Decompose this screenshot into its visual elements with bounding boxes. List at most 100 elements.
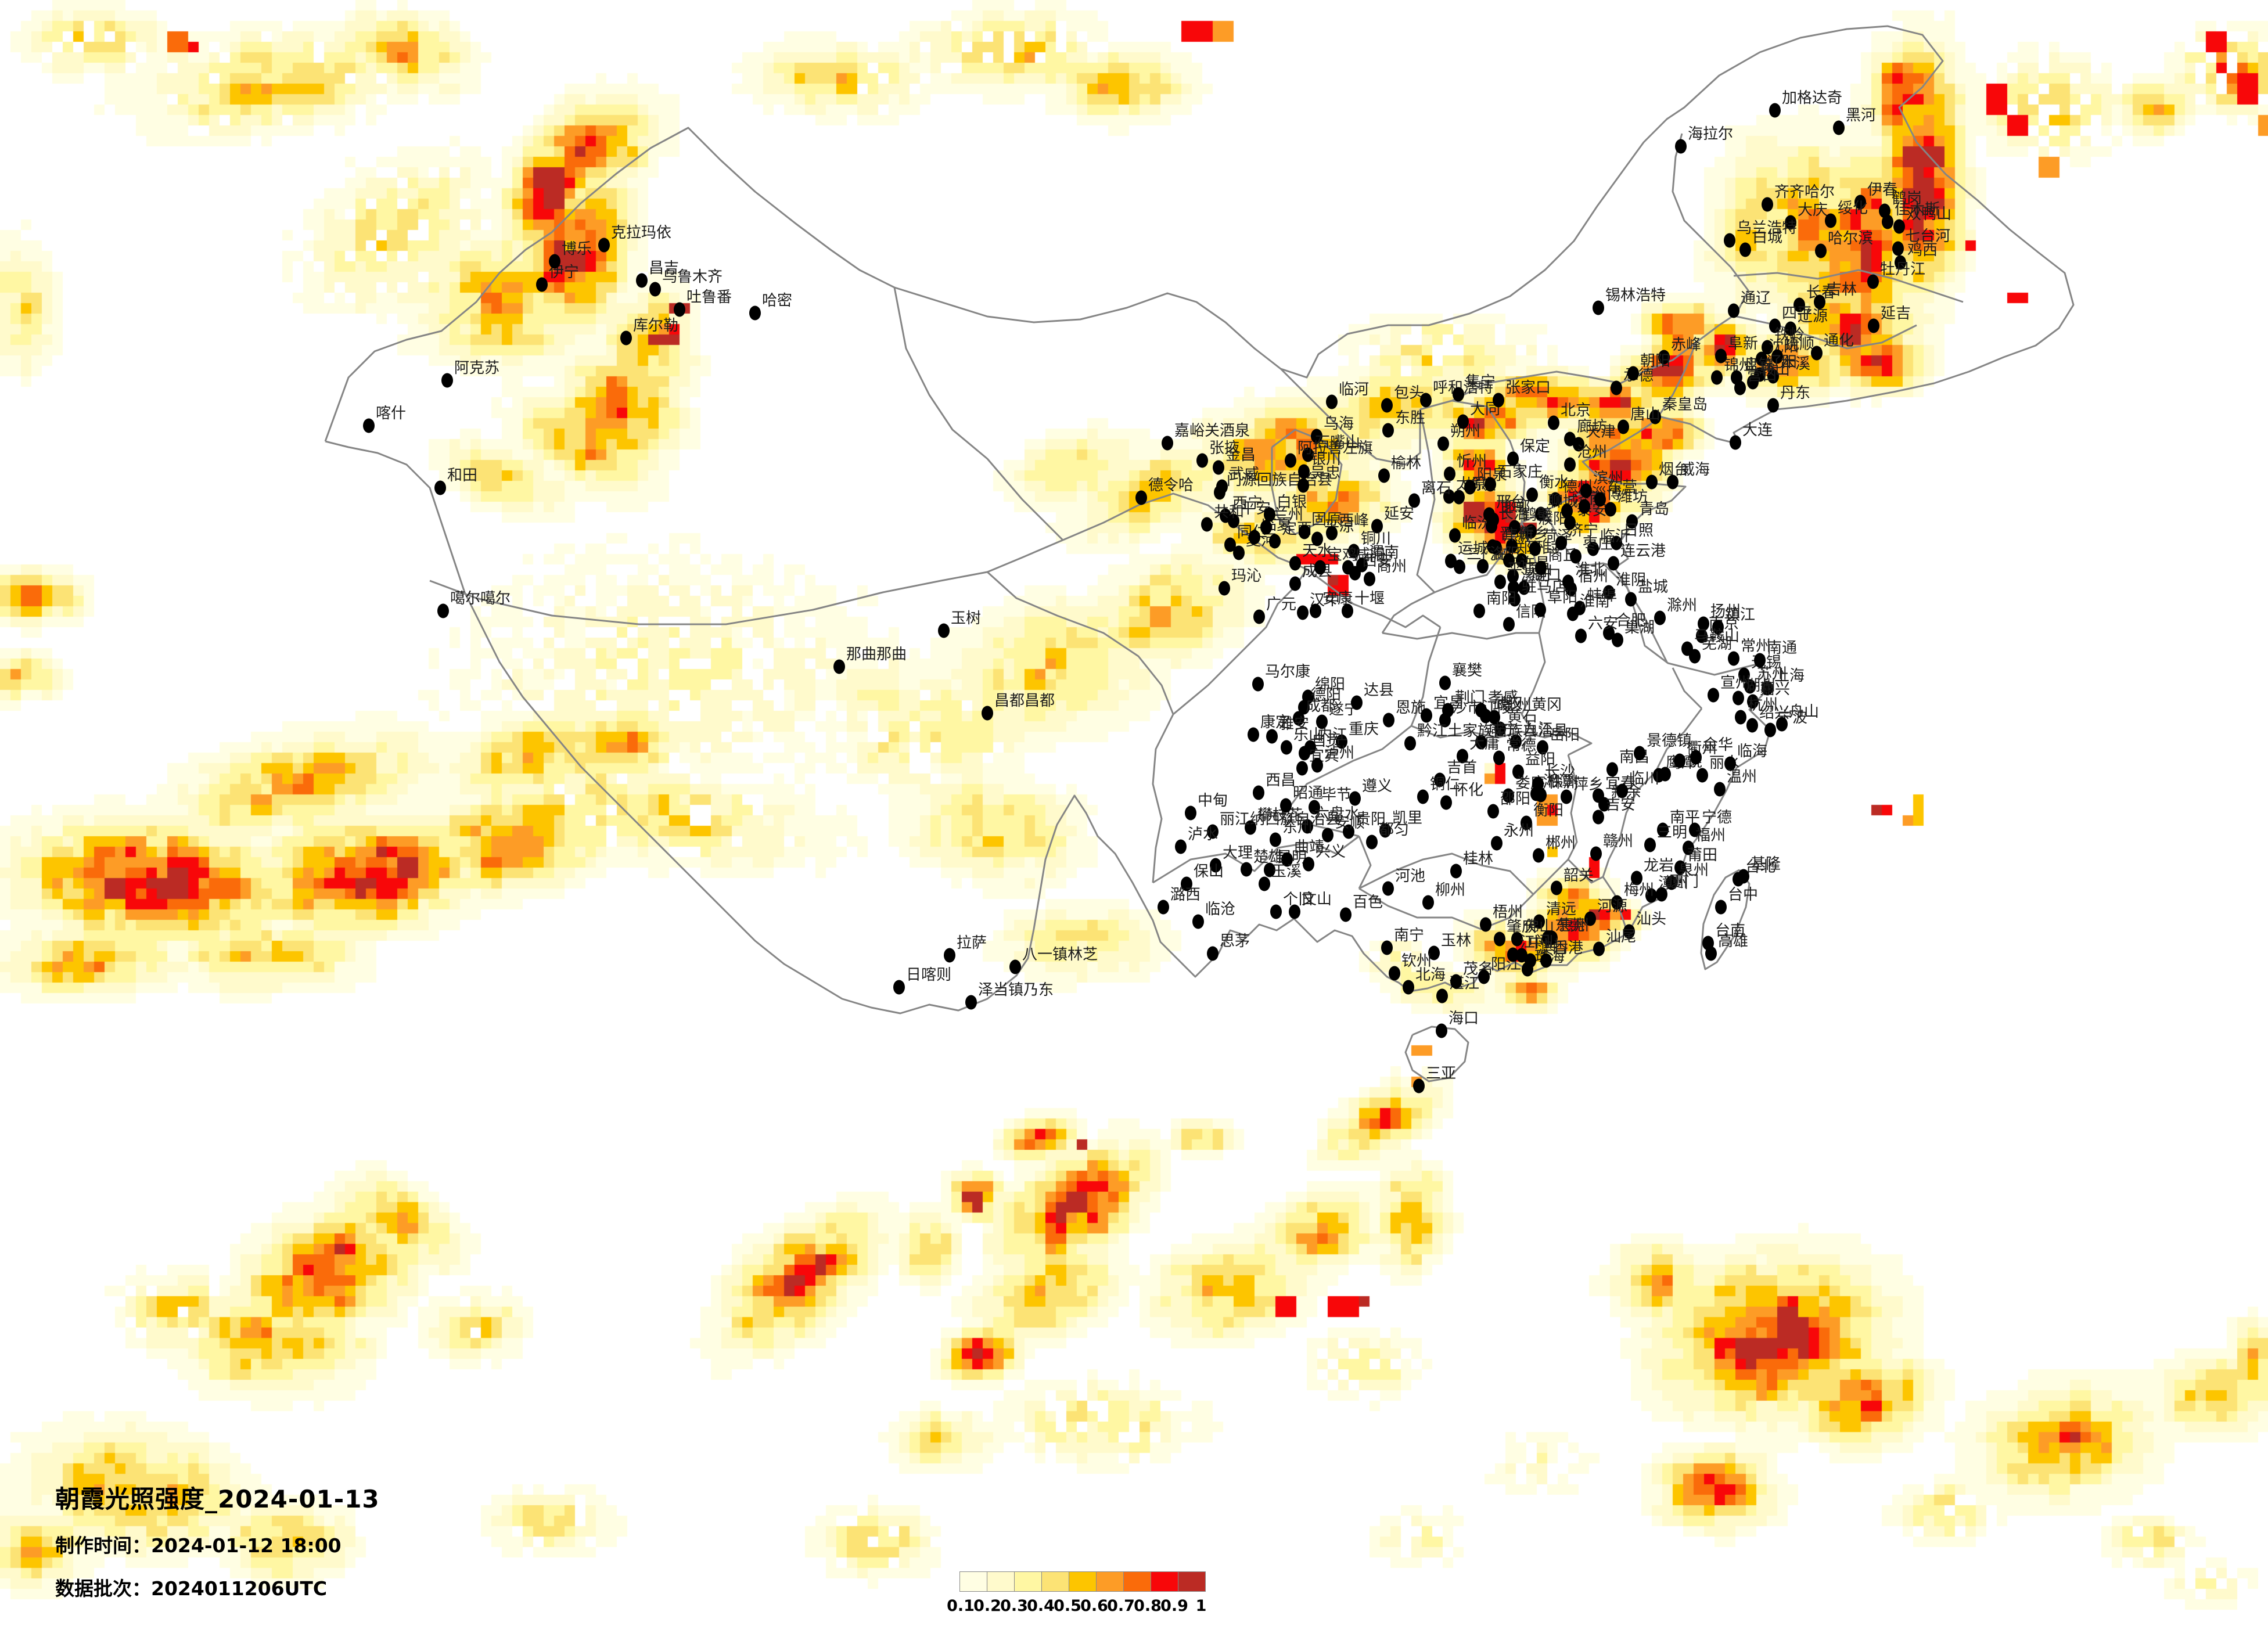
city-label: 宁德 — [1702, 809, 1733, 826]
city-label: 杭州 — [1748, 696, 1778, 714]
city-dot — [1381, 398, 1393, 413]
city-label: 沧州 — [1577, 444, 1608, 461]
city-label: 运城 — [1458, 540, 1489, 557]
city-label: 哈尔滨 — [1828, 230, 1874, 247]
city-label: 凯里 — [1392, 810, 1423, 827]
city-label: 大庸 — [1469, 735, 1500, 753]
city-label: 马尔康 — [1265, 663, 1311, 681]
city-dot — [1728, 303, 1739, 318]
city-dot — [1249, 530, 1260, 545]
city-dot — [1756, 351, 1767, 366]
city-label: 阿拉善左旗 — [1297, 440, 1374, 457]
city-label: 温州 — [1727, 768, 1757, 786]
city-dot — [1403, 980, 1414, 995]
province-border-8 — [1410, 627, 1442, 726]
city-dot — [1348, 544, 1360, 559]
city-label: 白银 — [1277, 494, 1307, 511]
city-dot — [1526, 487, 1538, 502]
city-label: 加格达奇 — [1782, 89, 1843, 107]
city-dot — [1449, 528, 1461, 543]
city-label: 朝阳 — [1640, 352, 1671, 370]
city-dot — [1612, 632, 1623, 647]
city-dot — [1378, 468, 1390, 483]
city-dot — [1322, 828, 1334, 843]
city-dot — [363, 418, 375, 433]
city-dot — [1417, 789, 1429, 804]
city-dot — [1769, 318, 1781, 333]
city-dot — [1478, 969, 1490, 984]
city-label: 齐齐哈尔 — [1774, 184, 1835, 201]
city-dot — [1343, 824, 1354, 839]
city-dot — [893, 980, 905, 995]
city-label: 遵义 — [1362, 778, 1393, 795]
production-time-label: 制作时间： — [55, 1534, 151, 1557]
city-label: 阜新 — [1728, 335, 1759, 352]
city-label: 吉林 — [1827, 281, 1857, 298]
city-label: 宣州 — [1720, 674, 1751, 692]
city-label: 吴忠 — [1310, 465, 1341, 482]
city-dot — [1381, 940, 1393, 955]
city-label: 石嘴山 — [1315, 434, 1361, 451]
city-dot — [1207, 946, 1219, 961]
city-label: 六安 — [1588, 615, 1619, 632]
city-label: 邵阳 — [1500, 790, 1531, 808]
city-dot — [1525, 953, 1536, 968]
city-label: 乌海 — [1324, 415, 1354, 433]
city-dot — [1646, 474, 1658, 490]
city-dot — [1311, 531, 1323, 546]
legend-swatch-0.4 — [1042, 1572, 1069, 1591]
city-label: 营口 — [1747, 367, 1778, 384]
city-dot — [1289, 576, 1301, 591]
city-dot — [1207, 824, 1219, 839]
city-dot — [1776, 717, 1788, 732]
city-dot — [982, 706, 993, 721]
legend-label: 0.7 — [1107, 1597, 1135, 1615]
city-label: 新乡 — [1519, 525, 1550, 542]
city-label: 乌兰浩特 — [1737, 220, 1798, 237]
city-label: 辽源 — [1798, 308, 1828, 325]
city-dot — [1437, 436, 1449, 451]
city-label: 内江 — [1317, 726, 1348, 744]
city-label: 共和 — [1214, 503, 1245, 521]
city-dot — [1656, 887, 1667, 902]
city-dot — [1833, 120, 1845, 135]
city-label: 衡水 — [1539, 474, 1570, 491]
city-label: 淮南 — [1580, 593, 1611, 610]
legend-label: 1 — [1195, 1597, 1207, 1615]
city-dot — [1509, 592, 1521, 607]
city-label: 临沂 — [1600, 528, 1631, 545]
city-dot — [1351, 695, 1363, 710]
city-dot — [1260, 520, 1272, 535]
city-dot — [1715, 900, 1727, 915]
city-dot — [1785, 321, 1796, 336]
city-label: 邢台 — [1496, 494, 1527, 511]
province-border-10 — [1381, 409, 1436, 634]
city-label: 基隆 — [1751, 855, 1781, 873]
city-label: 通化 — [1824, 332, 1854, 350]
city-dot — [1507, 451, 1519, 466]
city-dot — [1724, 756, 1736, 771]
city-label: 离石 — [1421, 480, 1452, 497]
city-dot — [1326, 526, 1338, 541]
city-dot — [1868, 318, 1879, 333]
city-label: 莆田 — [1687, 847, 1718, 864]
city-dot — [1564, 457, 1576, 472]
city-label: 玉溪 — [1271, 863, 1302, 880]
city-label: 临河 — [1339, 381, 1370, 398]
city-label: 包头 — [1394, 384, 1425, 402]
city-label: 中甸 — [1198, 792, 1228, 810]
city-dot — [1266, 729, 1278, 744]
city-dot — [1413, 1078, 1425, 1093]
city-label: 博乐 — [562, 240, 592, 258]
city-dot — [1537, 740, 1548, 755]
city-label: 黄石 — [1507, 708, 1538, 725]
city-label: 百色 — [1353, 894, 1383, 911]
city-label: 福州 — [1695, 827, 1726, 844]
city-label: 合肥 — [1616, 612, 1647, 629]
city-label: 东莞 — [1555, 917, 1586, 934]
city-dot — [1825, 213, 1836, 228]
city-label: 通辽 — [1741, 290, 1771, 307]
city-dot — [1580, 483, 1592, 498]
legend-swatch-0.3 — [1015, 1572, 1042, 1591]
